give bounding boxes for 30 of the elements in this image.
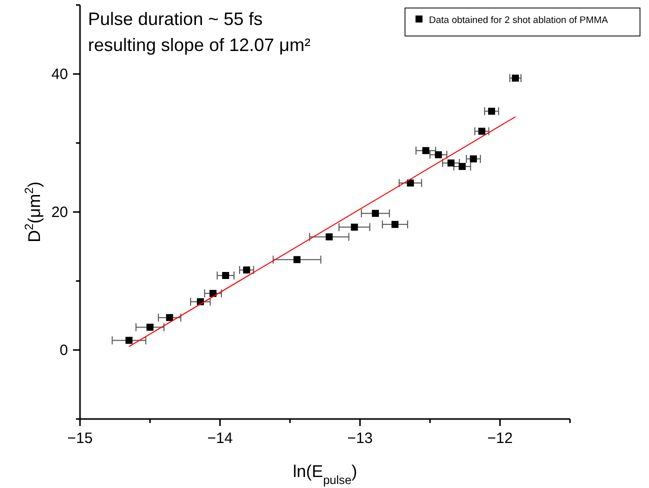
point bbox=[326, 233, 333, 240]
point bbox=[448, 160, 454, 167]
point bbox=[434, 151, 442, 158]
point bbox=[126, 336, 132, 344]
x-tick-label: −13 bbox=[347, 430, 373, 447]
x-axis-title: ln(E$_{pulse}$) bbox=[292, 462, 358, 487]
point bbox=[392, 220, 398, 228]
legend-label: Data obtained for 2 shot ablation of PMMA bbox=[429, 15, 609, 26]
x-tick-label: −15 bbox=[67, 430, 93, 447]
point bbox=[478, 128, 486, 135]
x-tick-label: −14 bbox=[207, 430, 233, 447]
point bbox=[243, 266, 250, 274]
point bbox=[372, 210, 379, 217]
point bbox=[294, 256, 300, 264]
point bbox=[166, 314, 174, 322]
annotation: Pulse duration ~ 55 fs bbox=[88, 9, 263, 29]
y-tick-label: 0 bbox=[60, 342, 68, 359]
x-tick-label: −12 bbox=[487, 430, 513, 447]
point bbox=[406, 180, 414, 187]
y-tick-label: 40 bbox=[51, 66, 68, 83]
point bbox=[422, 147, 430, 154]
point bbox=[458, 162, 466, 170]
point bbox=[146, 324, 154, 331]
point bbox=[210, 290, 216, 297]
point bbox=[470, 155, 477, 162]
y-tick-label: 20 bbox=[51, 204, 68, 221]
point bbox=[488, 108, 496, 115]
point bbox=[222, 272, 230, 279]
annotation: resulting slope of 12.07 μm² bbox=[88, 35, 310, 55]
point bbox=[350, 224, 358, 231]
